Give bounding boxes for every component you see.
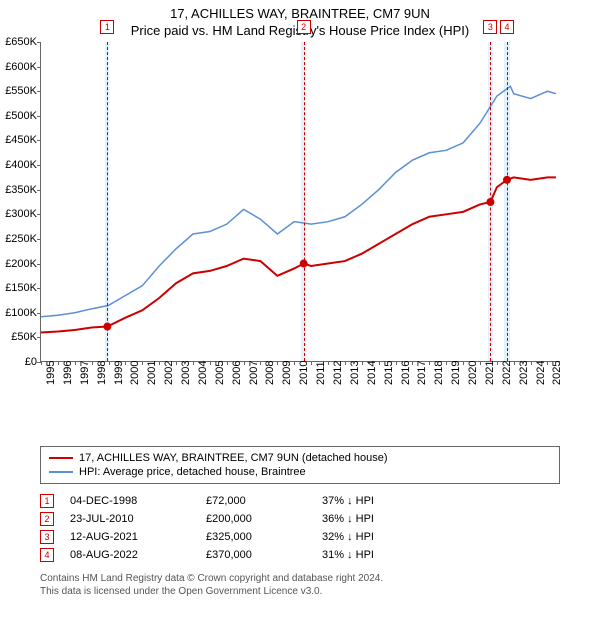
y-tick-label: £350K [0, 184, 37, 196]
sales-row: 2 23-JUL-2010 £200,000 36% ↓ HPI [40, 510, 560, 528]
sales-pct: 31% ↓ HPI [322, 549, 432, 561]
event-dashed-line [304, 42, 305, 361]
x-tick-label: 2015 [383, 361, 395, 385]
footer-line: Contains HM Land Registry data © Crown c… [40, 572, 560, 585]
sales-marker-box: 3 [40, 530, 54, 544]
y-tick-label: £200K [0, 258, 37, 270]
x-tick-label: 2005 [214, 361, 226, 385]
sales-date: 04-DEC-1998 [70, 495, 190, 507]
event-marker-box: 2 [297, 20, 311, 34]
sales-pct: 36% ↓ HPI [322, 513, 432, 525]
y-tick-label: £150K [0, 282, 37, 294]
x-tick-label: 2000 [129, 361, 141, 385]
legend-label: 17, ACHILLES WAY, BRAINTREE, CM7 9UN (de… [79, 452, 388, 464]
series-line-hpi [41, 86, 556, 316]
x-tick-label: 2001 [146, 361, 158, 385]
container: 17, ACHILLES WAY, BRAINTREE, CM7 9UN Pri… [0, 0, 600, 620]
sales-marker-box: 1 [40, 494, 54, 508]
x-tick-label: 2017 [416, 361, 428, 385]
footer-attribution: Contains HM Land Registry data © Crown c… [40, 572, 560, 598]
sales-row: 1 04-DEC-1998 £72,000 37% ↓ HPI [40, 492, 560, 510]
chart-plot: £0£50K£100K£150K£200K£250K£300K£350K£400… [40, 42, 560, 362]
footer-line: This data is licensed under the Open Gov… [40, 585, 560, 598]
x-tick-label: 2009 [281, 361, 293, 385]
sales-price: £370,000 [206, 549, 306, 561]
x-tick-label: 2004 [197, 361, 209, 385]
sales-row: 3 12-AUG-2021 £325,000 32% ↓ HPI [40, 528, 560, 546]
x-tick-label: 2021 [484, 361, 496, 385]
sales-price: £72,000 [206, 495, 306, 507]
chart-svg [41, 42, 561, 362]
sales-price: £200,000 [206, 513, 306, 525]
x-tick-label: 1997 [79, 361, 91, 385]
x-tick-label: 2022 [501, 361, 513, 385]
y-tick-label: £550K [0, 85, 37, 97]
y-tick-label: £300K [0, 208, 37, 220]
legend-swatch [49, 457, 73, 459]
sales-date: 23-JUL-2010 [70, 513, 190, 525]
sales-table: 1 04-DEC-1998 £72,000 37% ↓ HPI 2 23-JUL-2010… [40, 492, 560, 564]
x-tick-label: 2007 [248, 361, 260, 385]
y-tick-label: £50K [0, 331, 37, 343]
event-dashed-line [490, 42, 491, 361]
legend-label: HPI: Average price, detached house, Brai… [79, 466, 306, 478]
x-tick-label: 2012 [332, 361, 344, 385]
sales-date: 12-AUG-2021 [70, 531, 190, 543]
y-tick-label: £450K [0, 134, 37, 146]
x-tick-label: 2016 [400, 361, 412, 385]
legend-swatch [49, 471, 73, 473]
legend-item: HPI: Average price, detached house, Brai… [49, 465, 551, 479]
x-tick-label: 2019 [450, 361, 462, 385]
legend-box: 17, ACHILLES WAY, BRAINTREE, CM7 9UN (de… [40, 446, 560, 484]
x-tick-label: 2006 [231, 361, 243, 385]
sales-date: 08-AUG-2022 [70, 549, 190, 561]
x-tick-label: 2023 [518, 361, 530, 385]
sales-pct: 37% ↓ HPI [322, 495, 432, 507]
event-marker-box: 3 [483, 20, 497, 34]
sales-marker-box: 2 [40, 512, 54, 526]
x-tick-label: 2002 [163, 361, 175, 385]
event-marker-box: 4 [500, 20, 514, 34]
x-tick-label: 2013 [349, 361, 361, 385]
sales-price: £325,000 [206, 531, 306, 543]
event-marker-box: 1 [100, 20, 114, 34]
y-tick-label: £100K [0, 307, 37, 319]
y-tick-label: £600K [0, 61, 37, 73]
event-dashed-line [107, 42, 108, 361]
x-tick-label: 2014 [366, 361, 378, 385]
x-tick-label: 1995 [45, 361, 57, 385]
sales-row: 4 08-AUG-2022 £370,000 31% ↓ HPI [40, 546, 560, 564]
event-dashed-line [507, 42, 508, 361]
x-tick-label: 2025 [551, 361, 563, 385]
series-line-property [41, 177, 556, 332]
x-tick-label: 1998 [96, 361, 108, 385]
sales-pct: 32% ↓ HPI [322, 531, 432, 543]
x-tick-label: 2010 [298, 361, 310, 385]
y-tick-label: £0 [0, 356, 37, 368]
x-tick-label: 2018 [433, 361, 445, 385]
x-tick-label: 2020 [467, 361, 479, 385]
chart-area: £0£50K£100K£150K£200K£250K£300K£350K£400… [40, 42, 600, 402]
x-tick-label: 2008 [264, 361, 276, 385]
legend-item: 17, ACHILLES WAY, BRAINTREE, CM7 9UN (de… [49, 451, 551, 465]
x-tick-label: 2024 [535, 361, 547, 385]
x-tick-label: 1999 [113, 361, 125, 385]
y-tick-label: £250K [0, 233, 37, 245]
x-tick-label: 1996 [62, 361, 74, 385]
y-tick-label: £400K [0, 159, 37, 171]
x-tick-label: 2003 [180, 361, 192, 385]
x-tick-label: 2011 [315, 361, 327, 385]
page-title: 17, ACHILLES WAY, BRAINTREE, CM7 9UN [0, 0, 600, 21]
sales-marker-box: 4 [40, 548, 54, 562]
y-tick-label: £500K [0, 110, 37, 122]
y-tick-label: £650K [0, 36, 37, 48]
